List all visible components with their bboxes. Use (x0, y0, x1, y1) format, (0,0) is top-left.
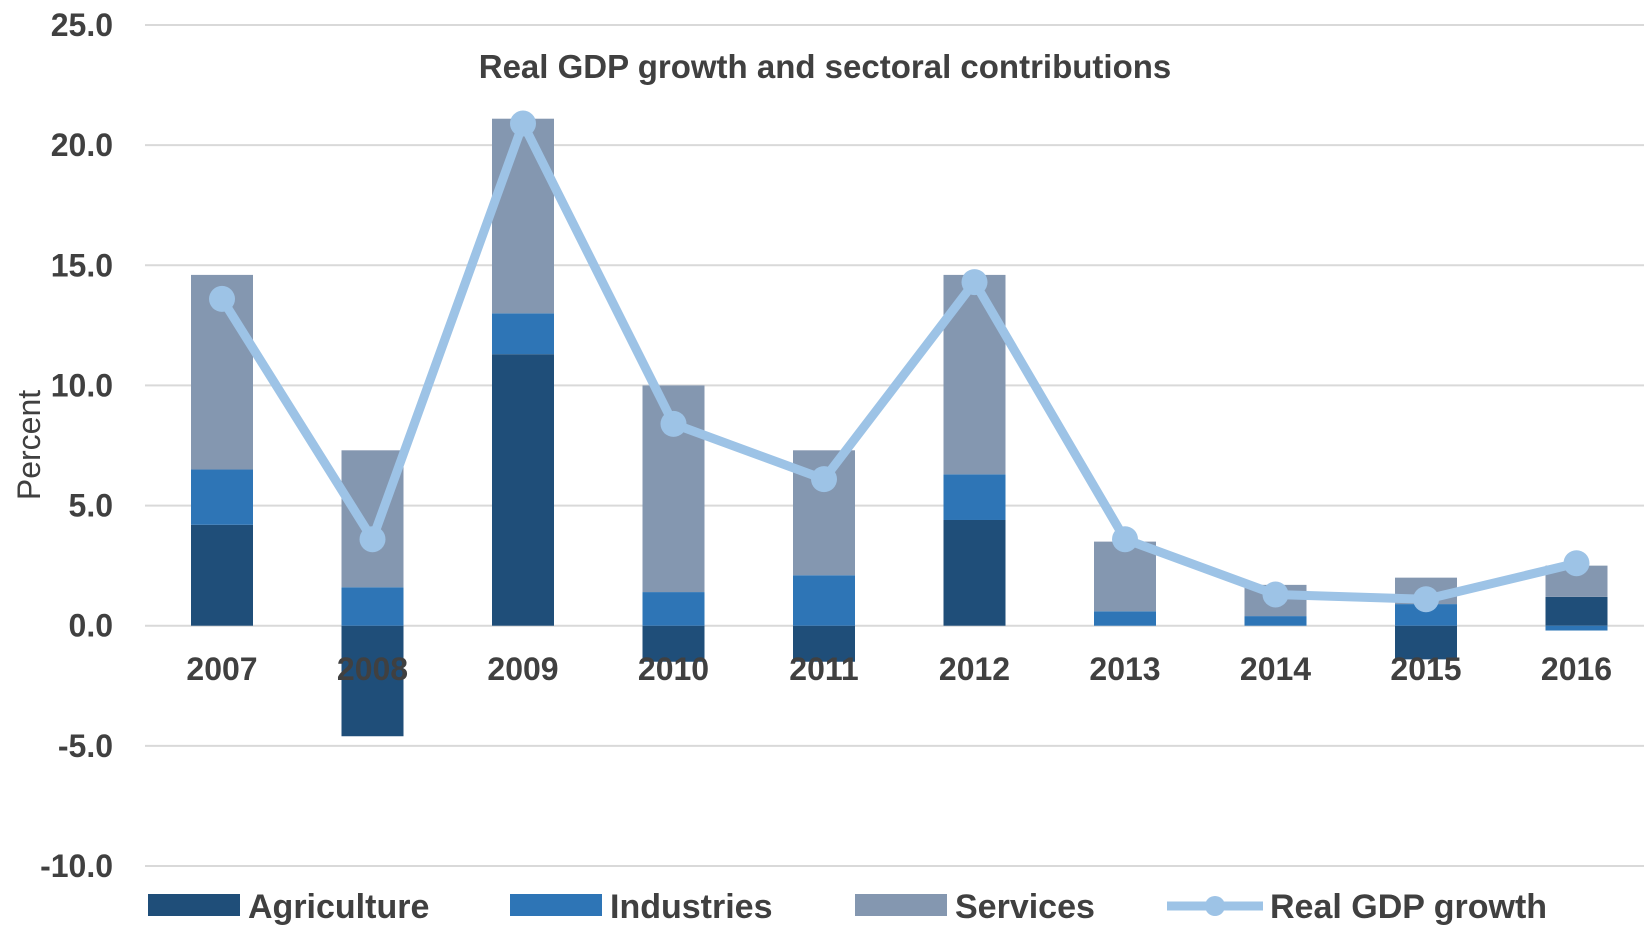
gdp-growth-line (218, 119, 1578, 604)
x-tick-label: 2009 (487, 651, 558, 687)
gdp-line (209, 110, 1590, 613)
bar-agriculture (191, 524, 253, 626)
bar-industries (1244, 616, 1307, 626)
y-tick-label: 15.0 (51, 247, 113, 283)
bar-industries (1094, 611, 1156, 626)
bar-industries (1545, 625, 1608, 631)
grid-lines (145, 24, 1644, 867)
y-axis-ticks: 25.0 20.0 15.0 10.0 5.0 0.0 -5.0 -10.0 (40, 7, 113, 884)
x-tick-label: 2010 (638, 651, 709, 687)
legend-label: Agriculture (248, 888, 429, 926)
gdp-growth-point (660, 410, 687, 437)
bar-agriculture (642, 625, 705, 662)
bar-agriculture (1395, 625, 1457, 660)
x-tick-label: 2012 (939, 651, 1010, 687)
bar-agriculture (1545, 596, 1608, 626)
legend-item: Industries (510, 888, 772, 926)
bar-agriculture (793, 625, 855, 662)
x-tick-label: 2007 (186, 651, 257, 687)
x-tick-label: 2014 (1240, 651, 1311, 687)
legend-item: Agriculture (148, 888, 429, 926)
gdp-growth-point (811, 466, 837, 493)
gdp-growth-point (359, 526, 386, 553)
legend-label: Industries (610, 888, 772, 926)
gdp-growth-point (209, 285, 235, 312)
gdp-growth-point (1413, 586, 1439, 613)
bar-industries (793, 575, 855, 626)
bar-industries (943, 474, 1006, 520)
bar-services (492, 118, 554, 314)
y-tick-label: 0.0 (69, 608, 113, 644)
y-tick-label: 25.0 (51, 7, 113, 43)
bar-agriculture (943, 519, 1006, 626)
x-tick-label: 2011 (789, 651, 858, 687)
y-tick-label: 10.0 (51, 367, 113, 403)
bar-industries (492, 313, 554, 355)
gdp-growth-point (510, 110, 536, 137)
x-tick-label: 2013 (1089, 651, 1160, 687)
x-tick-label: 2008 (337, 651, 408, 687)
legend-item: Services (855, 888, 1095, 926)
y-axis-label: Percent (11, 390, 47, 500)
legend-swatch (510, 894, 602, 916)
gdp-growth-point (1112, 526, 1138, 553)
chart-title: Real GDP growth and sectoral contributio… (479, 48, 1171, 85)
bar-industries (1395, 604, 1457, 626)
legend-swatch (855, 894, 947, 916)
legend-label: Real GDP growth (1270, 888, 1547, 926)
bar-industries (191, 469, 253, 525)
bar-industries (642, 592, 705, 626)
legend-item: Real GDP growth (1167, 888, 1547, 926)
bar-agriculture (341, 625, 404, 737)
gdp-growth-point (1563, 550, 1590, 577)
x-tick-label: 2015 (1390, 651, 1461, 687)
legend-swatch-marker (1205, 896, 1225, 916)
bar-services (1094, 541, 1156, 612)
gdp-growth-point (961, 269, 988, 296)
y-tick-label: -10.0 (40, 848, 113, 884)
y-tick-label: 5.0 (69, 488, 113, 524)
legend-label: Services (955, 888, 1095, 926)
legend: Agriculture Industries Services Real GDP gr… (148, 888, 1547, 926)
x-axis-ticks: 2007 2008 2009 2010 2011 2012 2013 2014 2015 2016 (186, 651, 1612, 687)
legend-swatch (148, 894, 240, 916)
x-tick-label: 2016 (1541, 651, 1612, 687)
bars (191, 118, 1608, 737)
bar-industries (341, 587, 404, 626)
y-tick-label: -5.0 (58, 728, 113, 764)
gdp-growth-point (1262, 581, 1289, 608)
bar-agriculture (492, 354, 554, 626)
y-tick-label: 20.0 (51, 127, 113, 163)
